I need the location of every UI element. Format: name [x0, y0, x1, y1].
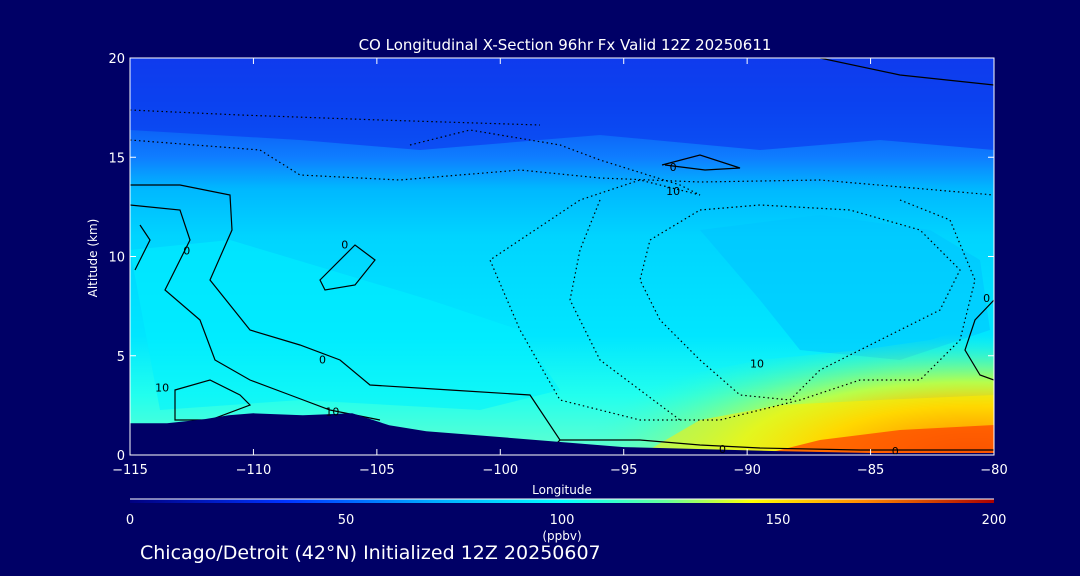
x-tick-label: −85	[857, 463, 884, 478]
co-field-west-plume	[130, 240, 560, 410]
contour-label: 10	[750, 358, 764, 371]
contour-dotted-ring-mid	[569, 199, 681, 421]
contour-label: 0	[319, 354, 326, 367]
contour-label: 0	[183, 245, 190, 258]
contour-east-edge	[964, 299, 994, 381]
contour-label: 0	[892, 445, 899, 458]
contour-tropopause-east	[819, 58, 994, 86]
contour-labels: 0 0 0 10 10 0 10 10 0 0 0	[155, 161, 990, 458]
y-tick-label: 20	[108, 52, 125, 67]
contour-west-low	[134, 224, 151, 271]
contour-label: 10	[666, 185, 680, 198]
co-field-red-core	[760, 425, 994, 455]
contour-label: 10	[325, 405, 339, 418]
dotted-contours	[130, 109, 994, 421]
x-tick-label: −115	[112, 463, 148, 478]
contour-tropopause-west	[661, 154, 741, 171]
x-tick-label: −80	[980, 463, 1007, 478]
solid-contours	[130, 58, 994, 451]
y-tick-label: 0	[117, 449, 125, 464]
colorbar-tick-label: 100	[550, 513, 575, 528]
y-tick-label: 10	[108, 251, 125, 266]
y-axis-label: Altitude (km)	[86, 219, 100, 298]
x-tick-label: −95	[610, 463, 637, 478]
contour-loop-mid	[319, 244, 376, 291]
colorbar-ticks: 0 50 100 150 200	[126, 513, 1007, 528]
colorbar-label: (ppbv)	[542, 529, 581, 543]
contour-dotted-ring-outer	[409, 129, 976, 421]
x-axis: −115 −110 −105 −100 −95 −90 −85 −80	[112, 58, 1008, 478]
y-axis: 0 5 10 15 20	[108, 52, 994, 464]
contour-label: 0	[341, 239, 348, 252]
x-tick-label: −100	[482, 463, 518, 478]
co-field-upper-band	[130, 58, 994, 150]
contour-west-outer	[130, 184, 561, 446]
contour-label: 10	[155, 382, 169, 395]
contour-west-inner	[130, 204, 381, 421]
y-tick-label: 15	[108, 151, 125, 166]
colorbar-tick-label: 50	[338, 513, 355, 528]
contour-surface	[560, 439, 994, 451]
plot-area: 0 0 0 10 10 0 10 10 0 0 0	[130, 58, 994, 458]
colorbar-tick-label: 150	[766, 513, 791, 528]
y-tick-label: 5	[117, 350, 125, 365]
contour-label: 0	[670, 161, 677, 174]
x-axis-label: Longitude	[532, 483, 592, 497]
x-tick-label: −110	[236, 463, 272, 478]
colorbar-tick-label: 0	[126, 513, 134, 528]
contour-label: 0	[719, 443, 726, 456]
colorbar-ramp	[130, 499, 994, 503]
colorbar: 0 50 100 150 200 (ppbv)	[126, 498, 1007, 543]
contour-dotted-upper	[130, 109, 541, 126]
contour-label: 0	[983, 292, 990, 305]
terrain-mask	[130, 413, 994, 455]
colorbar-tick-label: 200	[982, 513, 1007, 528]
chart-title: CO Longitudinal X-Section 96hr Fx Valid …	[359, 36, 772, 54]
contour-loop-west	[174, 379, 252, 421]
footer-caption: Chicago/Detroit (42°N) Initialized 12Z 2…	[140, 542, 601, 564]
x-tick-label: −105	[359, 463, 395, 478]
co-field-east-lobe	[700, 215, 990, 360]
x-tick-label: −90	[733, 463, 760, 478]
